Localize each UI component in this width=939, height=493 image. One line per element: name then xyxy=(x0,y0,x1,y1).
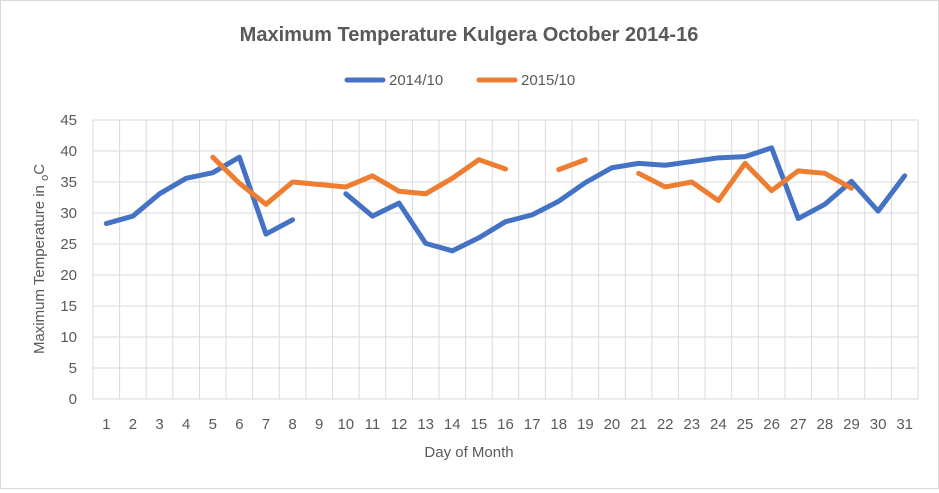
x-tick-label-25: 26 xyxy=(763,416,780,433)
x-tick-labels: 1 2 3 4 5 6 7 8 9 10 11 12 13 14 15 16 17 18 19 20 21 22 23 24 2… xyxy=(102,416,913,433)
x-tick-label-29: 30 xyxy=(870,416,887,433)
x-tick-label-26: 27 xyxy=(790,416,807,433)
y-axis-label-subscript: o xyxy=(39,175,51,181)
x-tick-label-5: 6 xyxy=(235,416,243,433)
x-tick-label-2: 3 xyxy=(155,416,163,433)
x-tick-label-24: 25 xyxy=(737,416,754,433)
x-tick-label-15: 16 xyxy=(497,416,514,433)
y-tick-label-0: 0 xyxy=(69,391,77,408)
x-tick-label-11: 12 xyxy=(391,416,408,433)
y-tick-label-3: 15 xyxy=(60,298,77,315)
x-tick-label-23: 24 xyxy=(710,416,727,433)
y-axis-label-main: Maximum Temperature in xyxy=(31,181,48,354)
y-axis-label: Maximum Temperature in oC xyxy=(31,164,51,354)
x-tick-label-8: 9 xyxy=(315,416,323,433)
x-tick-label-7: 8 xyxy=(288,416,296,433)
x-tick-label-4: 5 xyxy=(209,416,217,433)
x-tick-label-16: 17 xyxy=(524,416,541,433)
series-1 xyxy=(210,154,854,207)
x-axis-label: Day of Month xyxy=(424,444,513,461)
x-tick-label-21: 22 xyxy=(657,416,674,433)
series-lines xyxy=(103,145,908,254)
y-tick-label-5: 25 xyxy=(60,236,77,253)
x-tick-label-1: 2 xyxy=(129,416,137,433)
x-tick-label-30: 31 xyxy=(896,416,913,433)
y-tick-label-6: 30 xyxy=(60,205,77,222)
y-axis-label-unit: C xyxy=(31,164,48,175)
y-tick-label-9: 45 xyxy=(60,112,77,129)
y-tick-label-8: 40 xyxy=(60,143,77,160)
x-tick-label-22: 23 xyxy=(683,416,700,433)
legend-label-0: 2014/10 xyxy=(389,72,443,89)
y-tick-label-1: 5 xyxy=(69,360,77,377)
legend: 2014/10 2015/10 xyxy=(344,72,575,89)
chart-title: Maximum Temperature Kulgera October 2014… xyxy=(240,24,699,46)
y-tick-label-7: 35 xyxy=(60,174,77,191)
x-tick-label-19: 20 xyxy=(604,416,621,433)
y-tick-label-4: 20 xyxy=(60,267,77,284)
series-line-0 xyxy=(103,145,908,254)
x-tick-label-17: 18 xyxy=(550,416,567,433)
x-tick-label-20: 21 xyxy=(630,416,647,433)
x-tick-label-14: 15 xyxy=(471,416,488,433)
x-tick-label-10: 11 xyxy=(365,416,381,433)
x-tick-label-9: 10 xyxy=(337,416,354,433)
series-line-1 xyxy=(210,154,854,207)
legend-label-1: 2015/10 xyxy=(521,72,575,89)
x-tick-label-18: 19 xyxy=(577,416,594,433)
y-tick-labels: 0 5 10 15 20 25 30 35 40 45 xyxy=(60,112,77,408)
x-tick-label-28: 29 xyxy=(843,416,860,433)
x-tick-label-3: 4 xyxy=(182,416,190,433)
x-tick-label-13: 14 xyxy=(444,416,461,433)
y-tick-label-2: 10 xyxy=(60,329,77,346)
x-tick-label-0: 1 xyxy=(102,416,110,433)
x-tick-label-27: 28 xyxy=(817,416,834,433)
x-tick-label-6: 7 xyxy=(262,416,270,433)
series-0 xyxy=(103,145,908,254)
gridlines xyxy=(92,119,919,400)
x-tick-label-12: 13 xyxy=(417,416,434,433)
